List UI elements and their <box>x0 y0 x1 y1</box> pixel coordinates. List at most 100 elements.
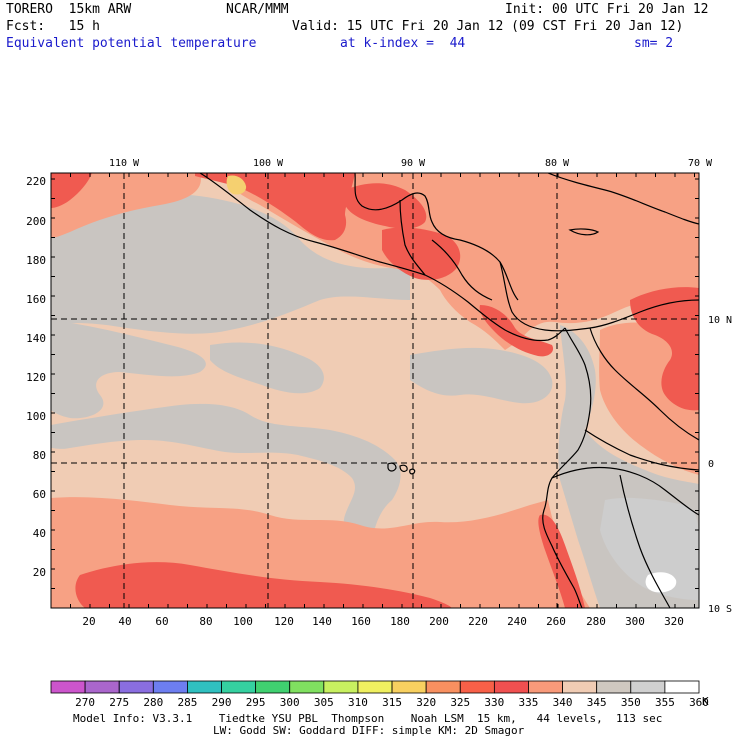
organization: NCAR/MMM <box>226 2 289 17</box>
model-info: Model Info: V3.3.1 Tiedtke YSU PBL Thomp… <box>73 712 663 725</box>
border-colombia-brazil <box>584 429 699 471</box>
field-name: Equivalent potential temperature <box>6 36 257 51</box>
y-label: 200 <box>26 215 46 228</box>
lat-label-10n: 10 N <box>708 315 732 326</box>
y-label: 180 <box>26 254 46 267</box>
shade-grey-west-lobe <box>51 320 206 419</box>
border-colombia-venezuela <box>589 327 699 441</box>
colorbar-swatch <box>664 680 700 694</box>
lon-label-70w: 70 W <box>688 158 713 169</box>
colorbar-label: 300 <box>280 696 300 709</box>
colorbar-swatch <box>50 680 86 694</box>
colorbar-label: 330 <box>484 696 504 709</box>
shade-red-south-band <box>75 562 452 608</box>
colorbar-swatch <box>562 680 598 694</box>
y-label: 60 <box>33 488 46 501</box>
colorbar-swatch <box>118 680 154 694</box>
colorbar-swatch <box>493 680 529 694</box>
border-peru-brazil <box>619 474 671 608</box>
coastline-caribbean-nicaragua <box>499 261 699 332</box>
axis-ticks <box>50 173 699 609</box>
lon-label-100w: 100 W <box>253 158 284 169</box>
colorbar-labels: 270 275 280 285 290 295 300 305 310 315 320 325 330 3… <box>75 696 709 709</box>
border-ecuador-peru <box>551 466 699 516</box>
x-label: 40 <box>118 615 131 628</box>
colorbar-swatch <box>425 680 461 694</box>
colorbar-label: 295 <box>246 696 266 709</box>
colorbar-swatch <box>289 680 325 694</box>
x-label: 280 <box>586 615 606 628</box>
border-mexico-guatemala <box>399 199 426 276</box>
colorbar-label: 305 <box>314 696 334 709</box>
x-label: 100 <box>233 615 253 628</box>
colorbar-label: 340 <box>553 696 573 709</box>
colorbar <box>50 680 700 694</box>
colorbar-label: 350 <box>621 696 641 709</box>
border-honduras <box>431 239 493 301</box>
forecast-hour: Fcst: 15 h <box>6 19 100 34</box>
lon-label-80w: 80 W <box>545 158 570 169</box>
colorbar-swatch <box>84 680 120 694</box>
x-label: 140 <box>312 615 332 628</box>
init-time: Init: 00 UTC Fri 20 Jan 12 <box>505 2 709 17</box>
y-label: 20 <box>33 566 46 579</box>
y-label: 40 <box>33 527 46 540</box>
colorbar-swatch <box>187 680 222 694</box>
shade-lightgrey-amazon <box>600 497 699 600</box>
x-label: 240 <box>507 615 527 628</box>
colorbar-label: 335 <box>519 696 539 709</box>
colorbar-label: 360 <box>689 696 709 709</box>
x-label: 180 <box>390 615 410 628</box>
coastline-jamaica <box>568 228 600 236</box>
colorbar-label: 345 <box>587 696 607 709</box>
colorbar-swatch <box>528 680 563 694</box>
shade-grey-equator-band <box>51 403 401 541</box>
colorbar-swatch <box>459 680 495 694</box>
model-name: TORERO 15km ARW <box>6 2 132 17</box>
colorbar-label: 325 <box>450 696 470 709</box>
lon-label-90w: 90 W <box>401 158 426 169</box>
shade-red-panama <box>479 305 554 357</box>
x-label: 220 <box>468 615 488 628</box>
colorbar-label: 280 <box>143 696 163 709</box>
colorbar-swatch <box>323 680 359 694</box>
shade-red-yucatan <box>345 183 427 229</box>
y-label: 160 <box>26 293 46 306</box>
field-shading <box>51 173 699 608</box>
shade-grey-central <box>210 342 324 394</box>
coastlines <box>199 173 699 608</box>
valid-time: Valid: 15 UTC Fri 20 Jan 12 (09 CST Fri … <box>292 19 684 34</box>
plot-frame <box>50 172 700 609</box>
shade-red-northwest-corner <box>51 173 92 208</box>
colorbar-swatch <box>152 680 188 694</box>
colorbar-label: 310 <box>348 696 368 709</box>
x-label: 260 <box>546 615 566 628</box>
y-label: 140 <box>26 332 46 345</box>
y-index-labels: 220 200 180 160 140 120 100 80 60 40 20 <box>26 175 46 579</box>
x-label: 200 <box>429 615 449 628</box>
lon-label-110w: 110 W <box>109 158 140 169</box>
smoothing-value: sm= 2 <box>634 36 674 51</box>
physics-info: LW: Godd SW: Goddard DIFF: simple KM: 2D… <box>213 724 525 737</box>
lat-label-equator: 0 <box>708 459 714 470</box>
colorbar-swatch <box>255 680 291 694</box>
colorbar-label: 290 <box>212 696 232 709</box>
x-label: 80 <box>199 615 212 628</box>
x-label: 60 <box>155 615 168 628</box>
shade-yellow-highland <box>226 175 247 195</box>
colorbar-label: 275 <box>109 696 129 709</box>
colorbar-label: 315 <box>382 696 402 709</box>
y-label: 220 <box>26 175 46 188</box>
colorbar-unit: K <box>702 695 709 708</box>
y-label: 120 <box>26 371 46 384</box>
x-index-labels: 20 40 60 80 100 120 140 160 180 200 220 … <box>82 615 684 628</box>
shade-red-peru-coast <box>538 514 585 608</box>
colorbar-swatch <box>357 680 393 694</box>
lat-label-10s: 10 S <box>708 604 732 615</box>
y-label: 100 <box>26 410 46 423</box>
shade-red-guatemala <box>382 227 461 280</box>
shade-white-spot <box>645 572 677 593</box>
colorbar-label: 285 <box>177 696 197 709</box>
lon-labels: 110 W 100 W 90 W 80 W 70 W <box>109 158 713 169</box>
